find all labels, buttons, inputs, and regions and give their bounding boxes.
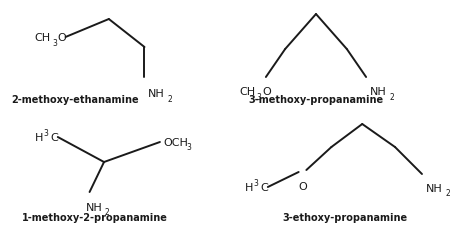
- Text: NH: NH: [426, 183, 443, 193]
- Text: 3: 3: [43, 128, 48, 137]
- Text: CH: CH: [35, 33, 51, 43]
- Text: 1-methoxy-2-propanamine: 1-methoxy-2-propanamine: [21, 212, 167, 222]
- Text: 3: 3: [52, 38, 57, 47]
- Text: 3-methoxy-propanamine: 3-methoxy-propanamine: [248, 95, 383, 105]
- Text: C: C: [50, 132, 58, 142]
- Text: 3: 3: [254, 178, 258, 187]
- Text: 2: 2: [445, 189, 450, 198]
- Text: 3: 3: [187, 143, 192, 152]
- Text: O: O: [262, 87, 271, 97]
- Text: 2: 2: [105, 208, 110, 217]
- Text: 3: 3: [256, 92, 261, 101]
- Text: NH: NH: [370, 87, 387, 97]
- Text: 2-methoxy-ethanamine: 2-methoxy-ethanamine: [11, 95, 139, 105]
- Text: CH: CH: [239, 87, 255, 97]
- Text: H: H: [35, 132, 43, 142]
- Text: O: O: [58, 33, 66, 43]
- Text: O: O: [298, 181, 307, 191]
- Text: 2: 2: [389, 92, 394, 101]
- Text: NH: NH: [86, 202, 102, 212]
- Text: H: H: [245, 182, 253, 192]
- Text: 3-ethoxy-propanamine: 3-ethoxy-propanamine: [283, 212, 408, 222]
- Text: NH: NH: [148, 89, 165, 98]
- Text: C: C: [260, 182, 268, 192]
- Text: OCH: OCH: [164, 137, 189, 147]
- Text: 2: 2: [168, 94, 173, 103]
